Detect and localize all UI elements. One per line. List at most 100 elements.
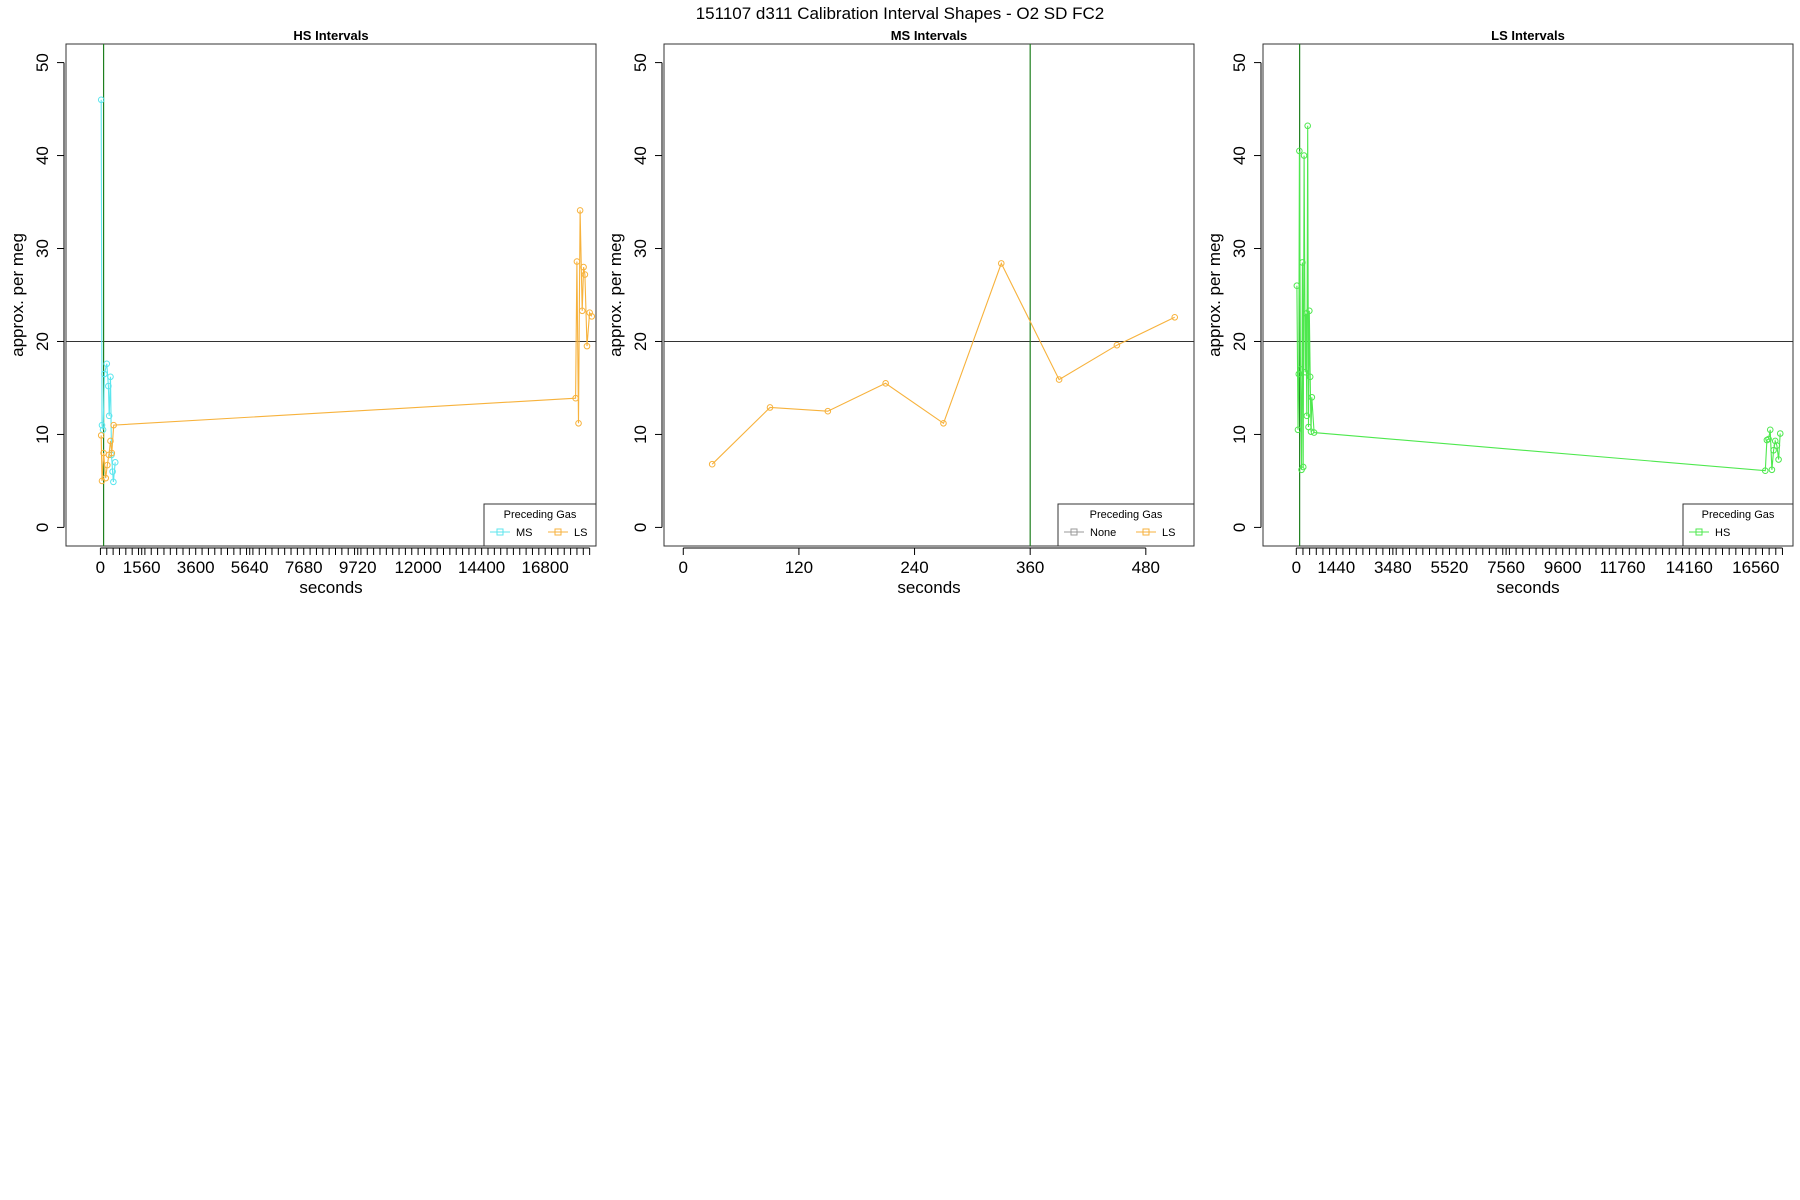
data-point <box>1773 442 1781 449</box>
x-tick-label: 7560 <box>1487 558 1525 577</box>
legend-box <box>1682 503 1794 547</box>
legend: Preceding Gas HS <box>1682 503 1794 547</box>
chart-panel-0: HS Intervals 0 1560 3600 5640 7680 9720 12000 14… <box>8 28 597 597</box>
legend-label: LS <box>1162 527 1175 539</box>
data-point <box>583 342 591 350</box>
y-tick-label: 10 <box>631 425 650 444</box>
data-point <box>1304 122 1311 130</box>
data-point <box>103 461 111 469</box>
data-point <box>111 459 119 466</box>
data-point <box>1293 282 1301 290</box>
y-tick-label: 40 <box>1230 146 1249 165</box>
data-point <box>1055 376 1063 383</box>
y-tick-label: 20 <box>631 332 650 351</box>
data-point <box>109 468 116 475</box>
data-point <box>1296 147 1303 155</box>
y-tick-label: 20 <box>1230 332 1249 351</box>
data-point <box>97 96 105 104</box>
legend-box <box>1057 503 1195 547</box>
x-axis-label: seconds <box>1496 578 1559 597</box>
x-tick-label: 1440 <box>1317 558 1355 577</box>
legend-label: None <box>1090 527 1116 539</box>
y-tick-label: 10 <box>1230 425 1249 444</box>
y-tick-label: 50 <box>631 53 650 72</box>
series-ms <box>97 96 119 486</box>
data-point <box>573 258 581 265</box>
x-tick-label: 120 <box>785 558 813 577</box>
data-point <box>576 207 584 214</box>
y-tick-label: 0 <box>631 523 650 532</box>
series-line <box>1296 125 1781 472</box>
series-line <box>100 210 593 481</box>
x-tick-label: 0 <box>679 558 688 577</box>
legend-swatch-marker <box>1070 528 1078 536</box>
data-point <box>1761 467 1769 475</box>
y-axis-label: approx. per meg <box>606 233 625 357</box>
legend-label: HS <box>1715 527 1730 539</box>
series-line <box>711 262 1175 465</box>
data-point <box>1775 456 1782 463</box>
data-point <box>572 394 579 402</box>
legend-label: MS <box>516 527 533 539</box>
y-tick-label: 20 <box>33 332 52 351</box>
legend-swatch-marker <box>554 528 562 536</box>
data-point <box>1299 259 1306 266</box>
y-tick-label: 50 <box>33 53 52 72</box>
data-point <box>1307 428 1315 435</box>
legend-title: Preceding Gas <box>1090 509 1163 521</box>
data-point <box>1306 307 1313 315</box>
data-point <box>824 407 832 415</box>
x-tick-label: 14400 <box>458 558 505 577</box>
legend-title: Preceding Gas <box>504 509 577 521</box>
legend: Preceding Gas MS LS <box>483 503 597 547</box>
x-tick-label: 3600 <box>177 558 215 577</box>
data-point <box>102 474 110 482</box>
data-point <box>101 370 108 378</box>
series-hs <box>1293 122 1784 475</box>
data-point <box>1297 366 1304 373</box>
x-tick-label: 0 <box>1292 558 1301 577</box>
panel-title: LS Intervals <box>1491 28 1565 43</box>
data-point <box>1765 435 1772 443</box>
x-tick-label: 5520 <box>1431 558 1469 577</box>
x-tick-label: 480 <box>1132 558 1160 577</box>
data-point <box>997 260 1005 267</box>
data-point <box>1310 429 1318 436</box>
x-tick-label: 0 <box>96 558 105 577</box>
data-point <box>1113 341 1121 349</box>
data-point <box>1303 412 1311 420</box>
series-ls <box>97 207 596 485</box>
data-point <box>580 263 587 271</box>
series-line <box>100 99 116 482</box>
data-point <box>105 412 113 420</box>
x-tick-label: 14160 <box>1666 558 1713 577</box>
legend-swatch-marker <box>1142 528 1150 536</box>
legend-box <box>483 503 597 547</box>
x-tick-label: 240 <box>900 558 928 577</box>
legend: Preceding Gas None LS <box>1057 503 1195 547</box>
data-point <box>1300 152 1308 159</box>
y-tick-label: 0 <box>1230 523 1249 532</box>
x-tick-label: 3480 <box>1374 558 1412 577</box>
data-point <box>578 307 586 315</box>
data-point <box>1766 426 1774 434</box>
x-tick-label: 16560 <box>1732 558 1779 577</box>
x-tick-label: 9600 <box>1544 558 1582 577</box>
data-point <box>99 426 107 434</box>
figure-title: 151107 d311 Calibration Interval Shapes … <box>696 4 1105 23</box>
x-axis-label: seconds <box>299 578 362 597</box>
plot-frame <box>1262 43 1794 547</box>
data-point <box>882 380 889 387</box>
data-point <box>588 313 596 320</box>
data-point <box>1301 368 1309 376</box>
data-point <box>1294 426 1302 434</box>
y-tick-label: 40 <box>631 146 650 165</box>
data-point <box>107 373 114 381</box>
y-tick-label: 10 <box>33 425 52 444</box>
x-tick-label: 12000 <box>394 558 441 577</box>
x-axis-label: seconds <box>897 578 960 597</box>
data-point <box>1306 373 1314 381</box>
y-axis-label: approx. per meg <box>1205 233 1224 357</box>
